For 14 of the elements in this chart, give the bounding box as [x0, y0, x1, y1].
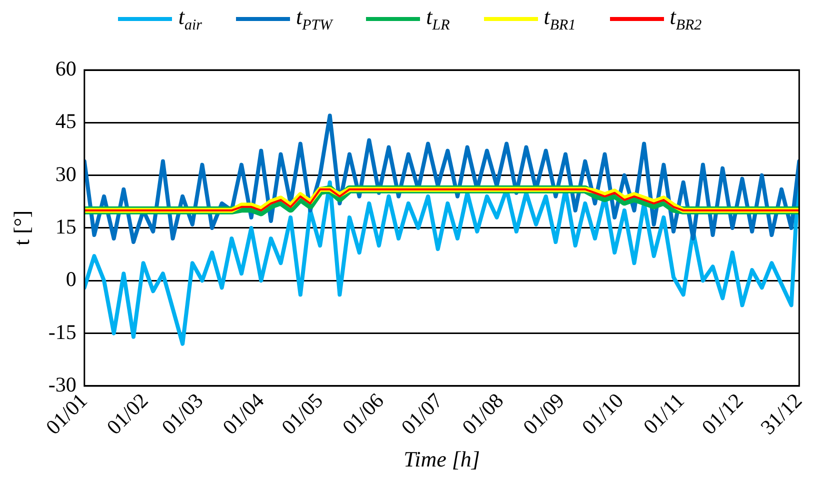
legend-label: t$_{BR2}$: [670, 4, 702, 34]
y-tick-label: -30: [48, 372, 76, 396]
x-axis-title: Time [h]: [404, 446, 480, 472]
legend-label: t$_{air}$: [178, 4, 202, 34]
legend-label: t$_{LR}$: [426, 4, 450, 34]
y-axis-title: t [°]: [8, 210, 34, 246]
y-tick-label: 0: [66, 267, 76, 292]
legend-label: t$_{BR1}$: [544, 4, 576, 34]
y-tick-label: 45: [55, 109, 76, 134]
y-tick-label: 60: [55, 56, 76, 81]
y-tick-label: -15: [48, 320, 76, 344]
y-tick-label: 30: [55, 162, 76, 186]
y-tick-label: 15: [55, 214, 76, 238]
legend-label: t$_{PTW}$: [296, 4, 332, 34]
